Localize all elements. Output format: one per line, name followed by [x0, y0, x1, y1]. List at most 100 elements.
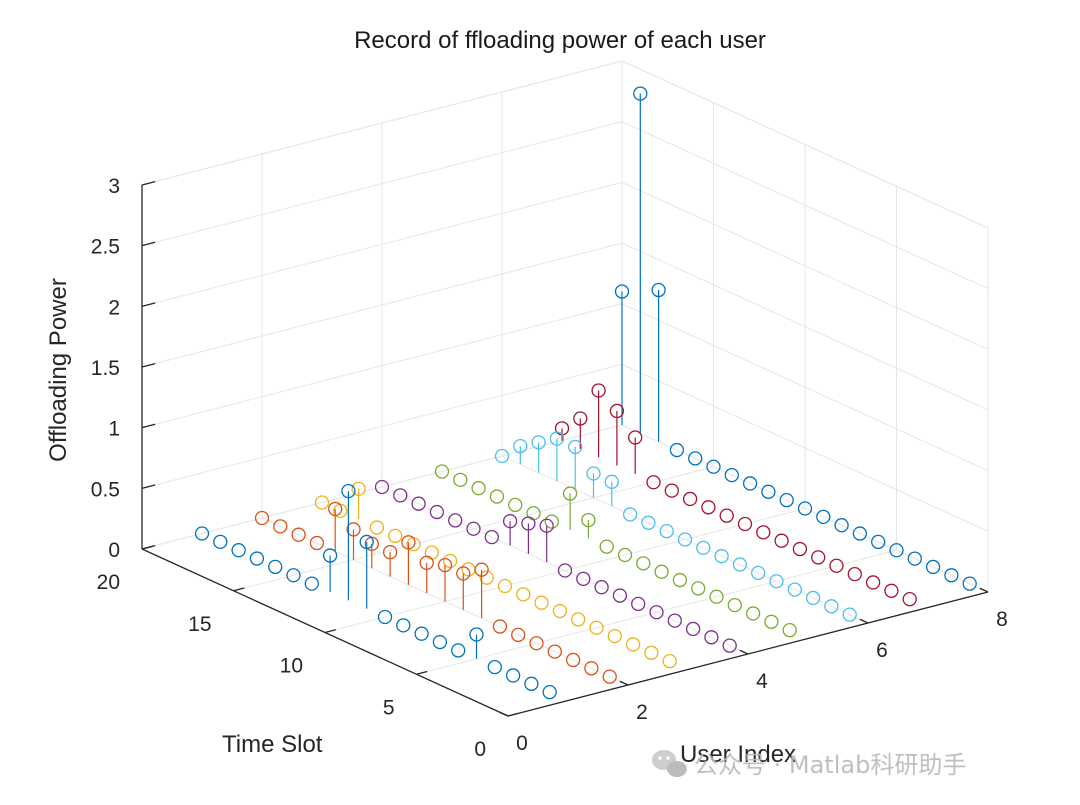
stem-marker [852, 526, 868, 541]
z-tick-mark [141, 362, 156, 368]
stem-marker [651, 282, 666, 298]
y-tick-label: 5 [383, 696, 395, 719]
stem-marker [497, 578, 513, 594]
stem-marker [737, 516, 753, 532]
stem-marker [774, 533, 789, 548]
y-axis-label: Time Slot [222, 731, 323, 758]
x-tick-label: 0 [516, 732, 528, 755]
grid-line [324, 508, 806, 633]
stem-marker [549, 431, 565, 446]
grid-line [621, 60, 989, 229]
stem-marker [779, 492, 794, 508]
stem-marker [902, 592, 917, 607]
grid-lines [141, 60, 989, 717]
stem-marker [309, 535, 325, 551]
stem-marker [591, 383, 606, 398]
stem-marker [631, 596, 646, 612]
z-tick-label: 1.5 [91, 357, 120, 380]
x-tick-mark [499, 711, 509, 717]
stem-marker [805, 590, 821, 606]
stem-marker [782, 623, 797, 638]
stem-marker [925, 559, 941, 575]
stem-marker [704, 630, 719, 645]
stem-marker [756, 525, 771, 540]
stem-marker [576, 571, 591, 586]
stem-marker [474, 562, 489, 577]
x-tick-label: 2 [636, 701, 648, 724]
stem-marker [451, 643, 466, 658]
grid-line [141, 242, 623, 368]
grid-line [141, 60, 623, 186]
stem-marker [884, 583, 899, 598]
stem-marker [797, 501, 813, 516]
stem-marker [502, 514, 518, 529]
stem-marker [328, 501, 343, 517]
stem-marker [685, 621, 701, 637]
y-tick-label: 15 [188, 613, 211, 636]
stem-marker [453, 472, 468, 488]
stem-marker [414, 626, 429, 641]
stem-marker [834, 518, 849, 533]
stem-marker [871, 534, 886, 550]
z-tick-mark [141, 423, 156, 429]
stem-marker [696, 540, 711, 555]
x-axis-label: User Index [680, 741, 796, 768]
stem-marker [524, 676, 539, 691]
grid-line [141, 363, 623, 489]
stem-marker [393, 488, 408, 503]
x-tick-mark [859, 618, 869, 624]
stem-marker [314, 495, 330, 510]
stem-marker [829, 558, 844, 573]
z-axis-label: Offloading Power [45, 278, 72, 462]
stem-marker [479, 570, 494, 585]
stem-marker [594, 580, 609, 595]
stem-marker [654, 564, 669, 579]
stem-marker [709, 589, 724, 604]
stem-marker [254, 510, 270, 526]
stem-marker [492, 619, 508, 634]
stem-marker [662, 654, 677, 669]
z-tick-mark [141, 544, 156, 550]
z-tick-mark [141, 241, 156, 247]
stem-marker [529, 636, 544, 651]
stem-marker [322, 548, 338, 563]
stem-marker [742, 476, 758, 491]
stem-marker [382, 545, 398, 560]
stem-marker [617, 547, 633, 563]
stem-marker [424, 545, 439, 560]
stem-marker [612, 588, 628, 603]
stem-marker [907, 551, 922, 566]
stem-marker [722, 638, 737, 653]
stem-marker [682, 491, 698, 507]
stem-marker [604, 474, 619, 489]
x-tick-label: 8 [996, 608, 1008, 631]
x-tick-mark [739, 649, 749, 655]
grid-line [621, 363, 989, 532]
stem-marker [769, 574, 784, 589]
grid-line [416, 549, 897, 675]
stem-marker [625, 637, 641, 652]
x-tick-mark [619, 680, 629, 686]
stem-marker [489, 489, 505, 504]
stem-marker [552, 603, 568, 619]
stem-marker [411, 496, 426, 511]
stem-marker [706, 459, 721, 474]
stem-marker [714, 549, 729, 564]
z-tick-mark [141, 180, 156, 186]
stem-marker [448, 513, 463, 528]
stem-marker [669, 442, 685, 458]
stem-marker [396, 618, 411, 633]
stem-marker [268, 559, 283, 575]
grid-line [233, 466, 714, 592]
y-tick-label: 10 [280, 655, 303, 678]
tick-labels: 0 2 4 6 8 0 5 10 15 20 0 0.5 1 1.5 2 2.5 3 [91, 175, 1008, 761]
x-tick-label: 4 [756, 670, 768, 693]
z-tick-mark [141, 484, 156, 489]
y-tick-mark [324, 629, 336, 634]
chart-title: Record of ffloading power of each user [354, 27, 766, 54]
stem-marker [865, 575, 881, 590]
stem-marker [573, 411, 588, 426]
stem-marker [304, 576, 319, 591]
stem-marker [649, 605, 664, 620]
x-tick-label: 6 [876, 639, 888, 662]
